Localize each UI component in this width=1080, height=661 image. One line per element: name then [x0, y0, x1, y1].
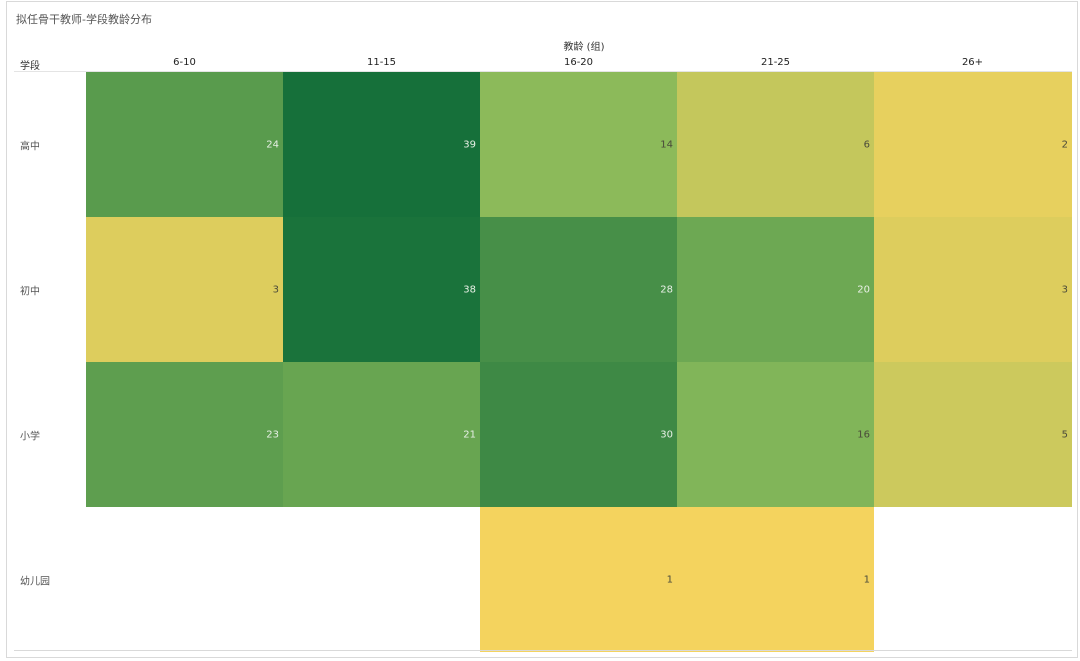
cell-value-label: 6 [863, 139, 870, 150]
y-tick-1: 初中 [20, 286, 40, 297]
heatmap-cell[interactable]: 1 [677, 507, 874, 652]
cell-value-label: 30 [660, 429, 673, 440]
heatmap-cell[interactable]: 30 [480, 362, 677, 507]
cell-value-label: 39 [463, 139, 476, 150]
heatmap-cell[interactable]: 20 [677, 217, 874, 362]
x-tick-3: 21-25 [760, 57, 791, 68]
x-axis-title: 教龄 (组) [563, 42, 605, 53]
heatmap-cell[interactable]: 2 [874, 72, 1072, 217]
heatmap-cell[interactable]: 14 [480, 72, 677, 217]
x-tick-2: 16-20 [563, 57, 594, 68]
cell-value-label: 23 [266, 429, 279, 440]
cell-value-label: 1 [666, 574, 673, 585]
cell-value-label: 20 [857, 284, 870, 295]
cell-value-label: 28 [660, 284, 673, 295]
heatmap-cell[interactable]: 39 [283, 72, 480, 217]
heatmap-cell[interactable]: 23 [86, 362, 283, 507]
cell-value-label: 3 [1061, 284, 1068, 295]
chart-title: 拟任骨干教师-学段教龄分布 [16, 13, 152, 26]
heatmap-cell[interactable]: 1 [480, 507, 677, 652]
heatmap-cell[interactable]: 5 [874, 362, 1072, 507]
heatmap-cell[interactable]: 3 [86, 217, 283, 362]
x-tick-1: 11-15 [366, 57, 397, 68]
bottom-divider [14, 650, 1072, 651]
heatmap-cell[interactable]: 24 [86, 72, 283, 217]
y-tick-2: 小学 [20, 431, 40, 442]
heatmap-cell[interactable]: 16 [677, 362, 874, 507]
cell-value-label: 5 [1061, 429, 1068, 440]
heatmap-cell[interactable]: 6 [677, 72, 874, 217]
cell-value-label: 21 [463, 429, 476, 440]
header-divider [14, 71, 1072, 72]
x-tick-0: 6-10 [173, 57, 196, 68]
cell-value-label: 14 [660, 139, 673, 150]
x-tick-4: 26+ [961, 57, 984, 68]
heatmap-cell[interactable]: 28 [480, 217, 677, 362]
heatmap-cell[interactable]: 38 [283, 217, 480, 362]
cell-value-label: 38 [463, 284, 476, 295]
heatmap-cell[interactable]: 3 [874, 217, 1072, 362]
cell-value-label: 3 [272, 284, 279, 295]
cell-value-label: 16 [857, 429, 870, 440]
y-axis-title: 学段 [20, 61, 40, 72]
cell-value-label: 2 [1061, 139, 1068, 150]
heatmap-cell[interactable]: 21 [283, 362, 480, 507]
y-tick-3: 幼儿园 [20, 576, 50, 587]
chart-frame [6, 1, 1078, 658]
y-tick-0: 高中 [20, 141, 40, 152]
cell-value-label: 24 [266, 139, 279, 150]
cell-value-label: 1 [863, 574, 870, 585]
